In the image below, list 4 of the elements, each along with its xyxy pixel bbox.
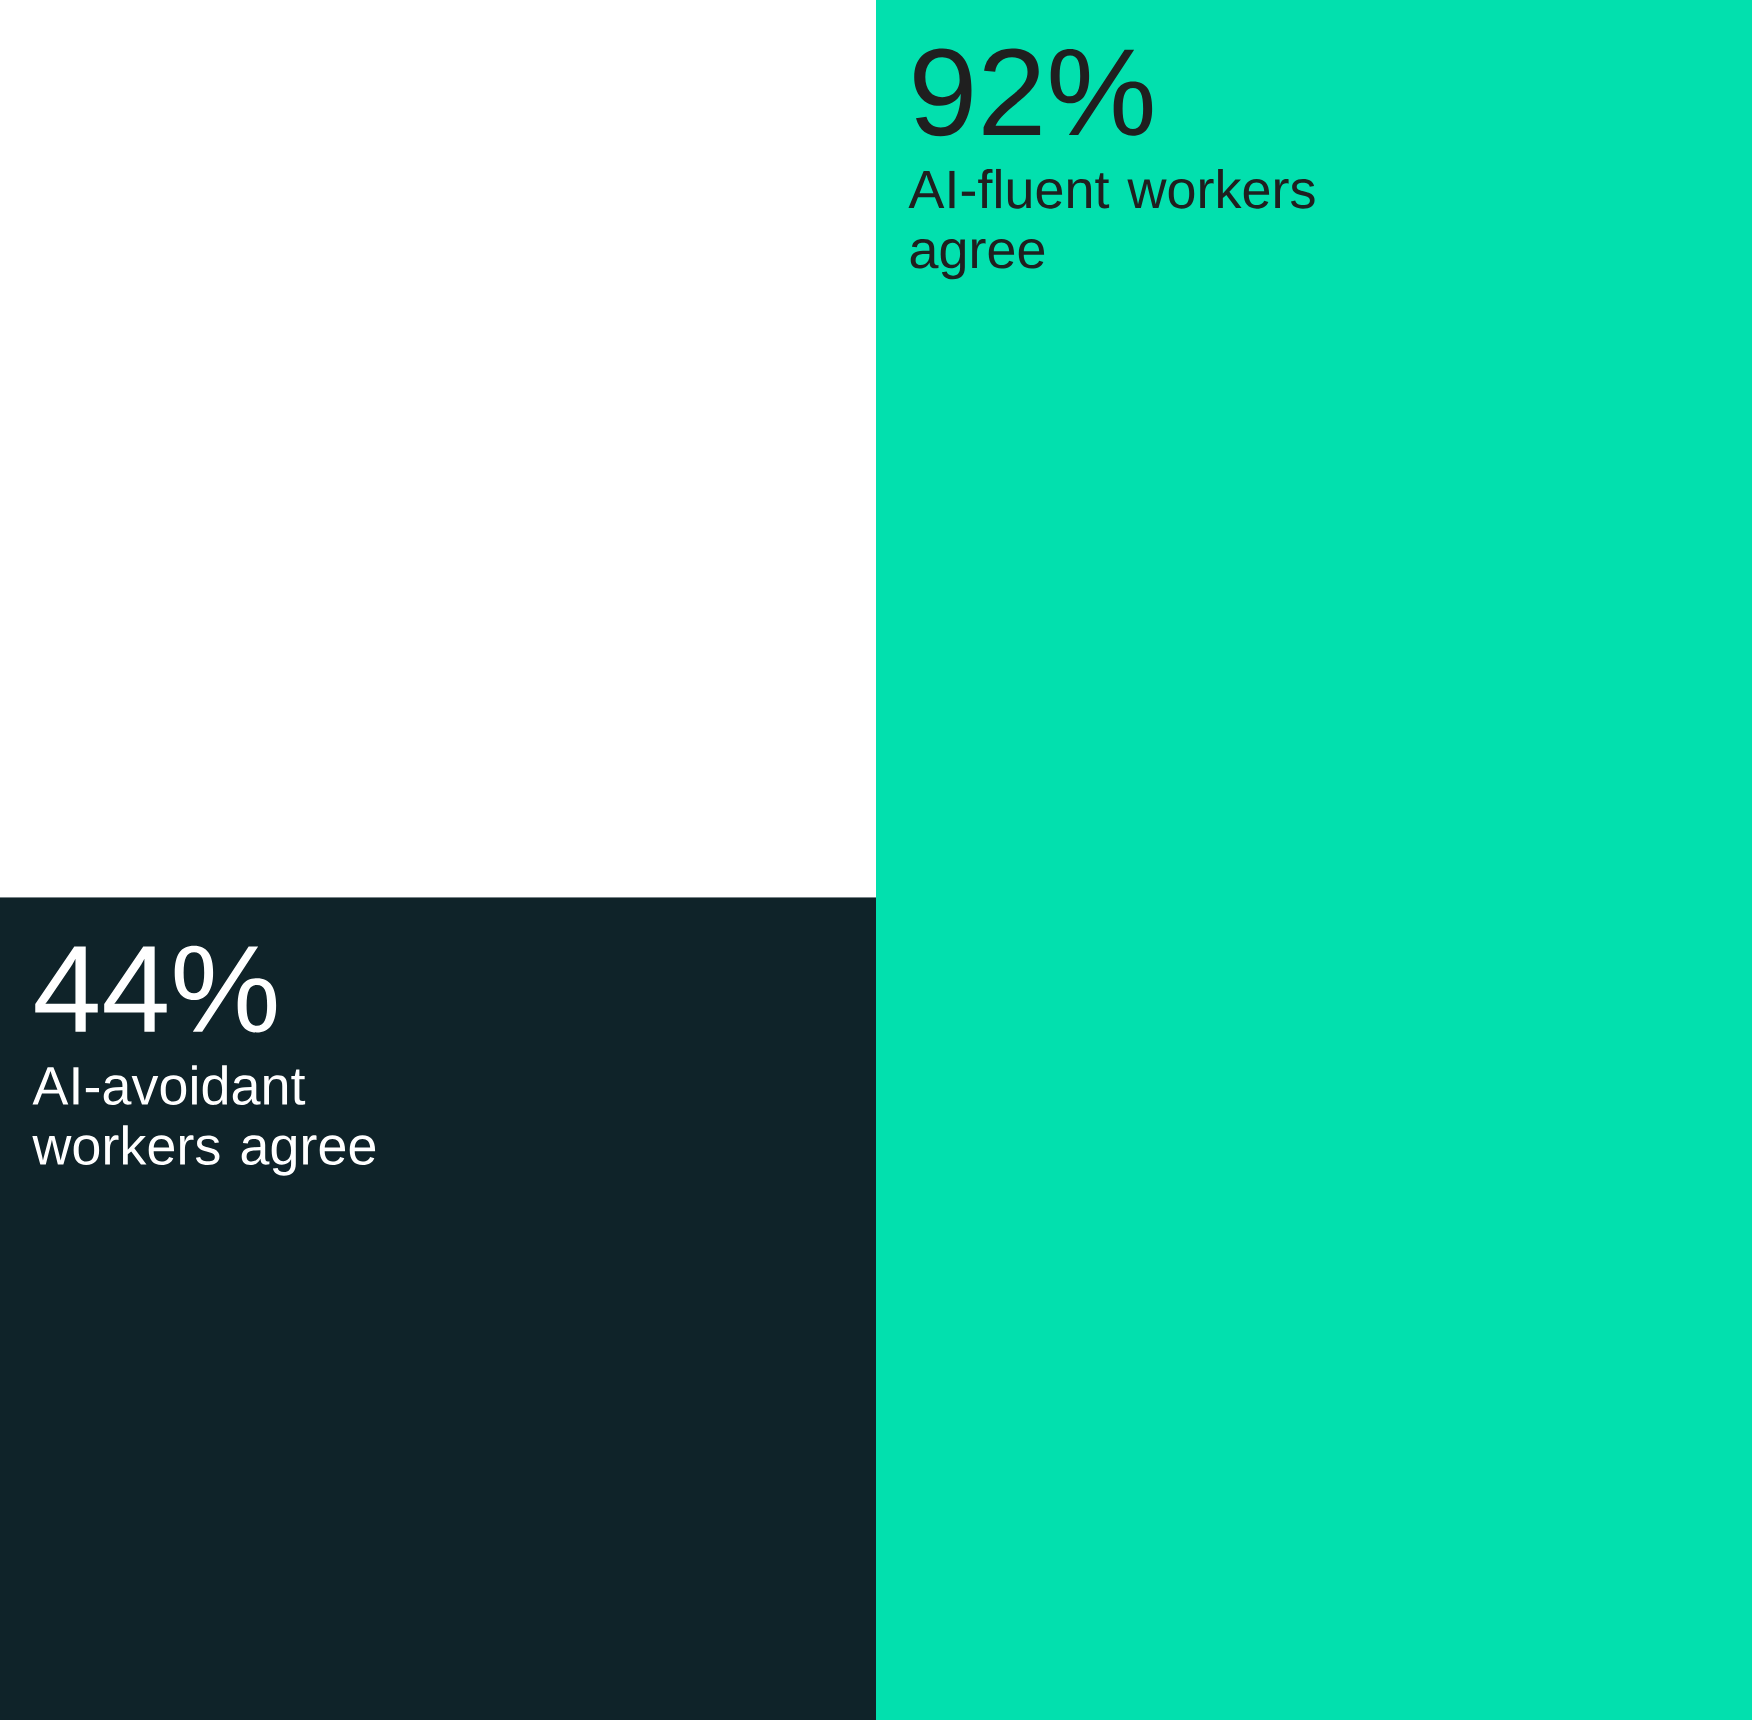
x-tick-label: AI-fluent workers agree <box>908 168 1315 280</box>
data-label: 92% <box>914 48 1153 137</box>
data-label: 44% <box>35 945 277 1033</box>
x-tick-label: AI-avoidant workers agree <box>32 1065 376 1176</box>
